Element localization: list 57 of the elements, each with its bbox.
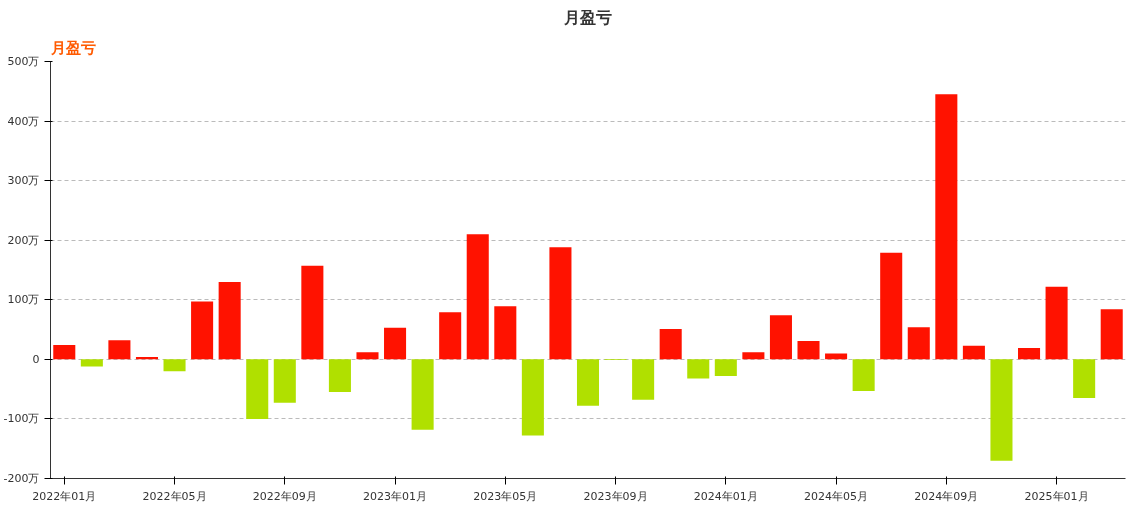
- bar: [687, 359, 710, 379]
- x-tick-label: 2025年01月: [1024, 489, 1089, 503]
- x-tick-label: 2024年05月: [804, 489, 869, 503]
- bar: [218, 281, 241, 360]
- bar: [53, 345, 76, 360]
- bar: [962, 345, 985, 360]
- bar: [80, 359, 103, 367]
- bar: [659, 328, 682, 360]
- bar: [576, 359, 600, 406]
- bar: [825, 353, 848, 360]
- chart-title: 月盈亏: [563, 7, 612, 27]
- y-tick-label: 300万: [7, 174, 40, 188]
- bar: [1100, 309, 1123, 360]
- x-tick-label: 2023年05月: [473, 489, 538, 503]
- y-tick-label: 0: [32, 352, 40, 366]
- bar: [742, 352, 765, 360]
- bar: [632, 359, 655, 400]
- bar: [714, 359, 737, 377]
- x-tick-label: 2023年09月: [583, 489, 648, 503]
- bar: [328, 359, 351, 393]
- bar: [880, 252, 903, 360]
- bar: [439, 312, 462, 360]
- bar: [384, 327, 407, 360]
- y-tick-label: 200万: [7, 233, 40, 247]
- bar: [246, 359, 269, 419]
- y-tick-label: 100万: [7, 293, 40, 307]
- bar: [1045, 286, 1068, 360]
- x-tick-label: 2022年05月: [142, 489, 207, 503]
- text: 月盈亏: [49, 38, 96, 57]
- bar: [356, 352, 379, 360]
- bar: [108, 340, 131, 360]
- x-tick-label: 2022年09月: [252, 489, 317, 503]
- bar: [907, 327, 930, 360]
- bar: [191, 301, 214, 360]
- bar: [163, 359, 186, 372]
- y-tick-label: 400万: [7, 114, 40, 128]
- x-tick-label: 2023年01月: [363, 489, 428, 503]
- x-tick-label: 2022年01月: [32, 489, 97, 503]
- bar: [797, 340, 820, 360]
- bar: [273, 359, 296, 403]
- bar: [1073, 359, 1096, 399]
- bar: [549, 247, 572, 360]
- bar: [301, 265, 324, 360]
- y-tick-label: -100万: [3, 412, 40, 426]
- bar: [1018, 348, 1041, 360]
- bar: [494, 306, 517, 360]
- x-tick-label: 2024年09月: [914, 489, 979, 503]
- y-tick-label: 500万: [7, 55, 40, 68]
- bar: [411, 359, 434, 430]
- bar: [466, 234, 489, 360]
- bar: [769, 315, 792, 360]
- bar: [990, 359, 1013, 461]
- x-tick-label: 2024年01月: [693, 489, 758, 503]
- bar: [852, 359, 875, 391]
- bar: [521, 359, 544, 436]
- y-tick-label: -200万: [3, 472, 40, 485]
- bar: [935, 94, 958, 360]
